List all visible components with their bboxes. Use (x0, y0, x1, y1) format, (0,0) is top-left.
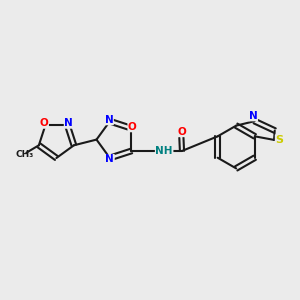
Text: N: N (64, 118, 73, 128)
Text: CH₃: CH₃ (16, 150, 34, 159)
Text: O: O (40, 118, 48, 128)
Text: O: O (178, 127, 186, 136)
Text: N: N (106, 154, 114, 164)
Text: O: O (128, 122, 137, 132)
Text: NH: NH (155, 146, 173, 156)
Text: S: S (275, 135, 284, 145)
Text: N: N (105, 115, 113, 125)
Text: N: N (249, 111, 257, 121)
